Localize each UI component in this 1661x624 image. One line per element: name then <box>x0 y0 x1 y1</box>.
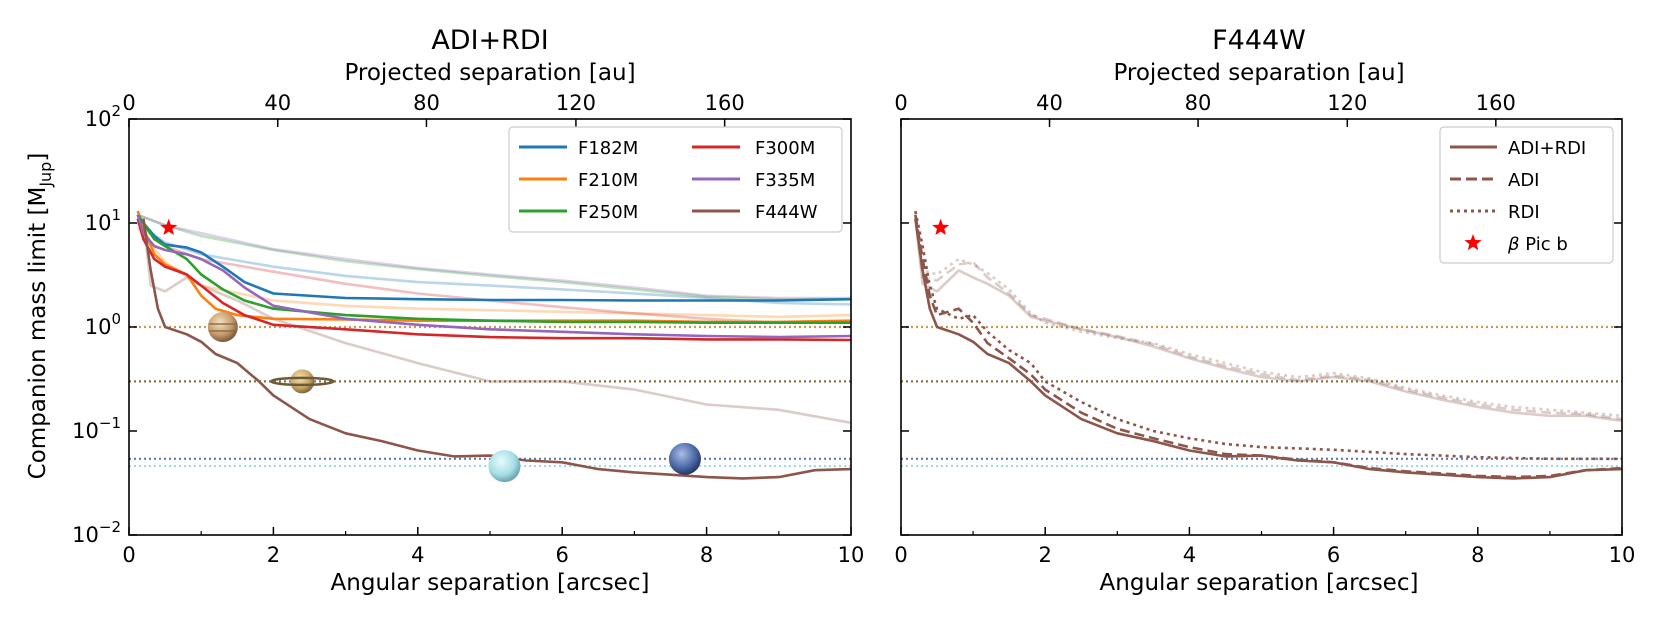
top-tick-label: 40 <box>264 91 291 115</box>
x-tick-label: 4 <box>411 543 424 567</box>
reference-lines <box>129 325 851 468</box>
x-tick-label: 10 <box>838 543 865 567</box>
x-ticks: 0 2 4 6 8 10 <box>122 527 864 567</box>
faint-curves <box>136 213 852 425</box>
legend-label-adi: ADI <box>1508 170 1539 191</box>
curve-f182m-faint <box>136 221 852 306</box>
legend: F182M F210M F250M F300M F335M F444W <box>508 126 843 233</box>
jupiter-band <box>208 323 237 332</box>
top-axis-label: Projected separation [au] <box>1113 60 1404 86</box>
top-tick-label: 0 <box>122 91 135 115</box>
x-tick-label: 8 <box>1471 543 1484 567</box>
curves <box>914 210 1623 480</box>
beta-pic-b-star-icon <box>160 218 178 235</box>
top-ticks: 0 40 80 120 160 <box>894 91 1516 127</box>
curve-f444w <box>142 218 852 480</box>
x-tick-label: 2 <box>267 543 280 567</box>
x-tick-label: 6 <box>1327 543 1340 567</box>
x-tick-label: 6 <box>556 543 569 567</box>
legend-label-beta-pic-b: β Pic b <box>1507 234 1568 255</box>
legend-label-rdi: RDI <box>1508 202 1540 223</box>
x-axis-label: Angular separation [arcsec] <box>331 570 650 596</box>
x-tick-label: 0 <box>894 543 907 567</box>
curve-f335m-faint <box>137 213 851 300</box>
top-tick-label: 0 <box>894 91 907 115</box>
x-tick-label: 10 <box>1609 543 1636 567</box>
curve-f444w-faint <box>142 218 852 425</box>
curve-adi-rdi <box>914 218 1623 480</box>
curve-f335m <box>136 214 852 339</box>
legend-label-f182m: F182M <box>578 138 638 159</box>
beta-pic-b-star-icon <box>932 218 950 235</box>
top-tick-label: 80 <box>1185 91 1212 115</box>
legend-label-f210m: F210M <box>578 170 638 191</box>
legend-label-f335m: F335M <box>755 170 815 191</box>
panel-f444w: F444W Projected separation [au] Angular … <box>894 25 1635 596</box>
curve-rdi-faint <box>914 210 1623 418</box>
x-tick-label: 0 <box>122 543 135 567</box>
legend-star-icon <box>1464 234 1482 251</box>
curve-adi-faint <box>914 214 1623 421</box>
curve-f300m <box>136 218 852 342</box>
y-tick-label: 102 <box>85 102 121 131</box>
saturn-ring <box>270 376 335 387</box>
top-tick-label: 40 <box>1036 91 1063 115</box>
panel-adi-rdi: ADI+RDI Projected separation [au] Angula… <box>25 25 864 596</box>
curves <box>136 210 852 480</box>
y-tick-label: 100 <box>85 310 121 339</box>
curve-f300m-faint <box>136 222 851 324</box>
legend-label-adi-rdi: ADI+RDI <box>1508 138 1586 159</box>
legend: ADI+RDI ADI RDI β Pic b <box>1439 126 1614 264</box>
curve-rdi <box>914 210 1622 461</box>
y-axis-label: Companion mass limit [MJup] <box>25 153 55 480</box>
x-tick-label: 8 <box>700 543 713 567</box>
x-tick-label: 4 <box>1183 543 1196 567</box>
top-tick-label: 160 <box>1476 91 1516 115</box>
jupiter-icon <box>207 312 238 342</box>
legend-box <box>1439 126 1614 264</box>
y-ticks: 10−2 10−1 100 101 102 <box>72 102 851 547</box>
saturn-icon <box>270 369 335 394</box>
panel-title: F444W <box>1212 25 1306 56</box>
faint-curves <box>914 210 1623 423</box>
panel-title: ADI+RDI <box>431 25 548 56</box>
x-ticks: 0 2 4 6 8 10 <box>894 527 1635 567</box>
legend-label-f250m: F250M <box>578 202 638 223</box>
top-tick-label: 160 <box>705 91 745 115</box>
x-tick-label: 2 <box>1039 543 1052 567</box>
y-tick-label: 10−2 <box>72 518 121 547</box>
y-tick-label: 10−1 <box>72 414 121 443</box>
curve-adi-rdi-faint <box>914 218 1623 423</box>
legend-box <box>508 126 843 233</box>
legend-label-f300m: F300M <box>755 138 815 159</box>
curve-f250m <box>136 214 851 324</box>
y-tick-label: 101 <box>85 206 121 235</box>
top-axis-label: Projected separation [au] <box>344 60 635 86</box>
x-axis-label: Angular separation [arcsec] <box>1100 570 1419 596</box>
uranus-icon <box>488 450 521 483</box>
legend-label-f444w: F444W <box>755 202 818 223</box>
curve-f182m <box>136 214 852 302</box>
curve-adi <box>914 214 1623 479</box>
y-ticks <box>901 118 1622 536</box>
reference-lines <box>901 325 1622 468</box>
planet-markers <box>207 312 701 483</box>
top-tick-label: 120 <box>556 91 596 115</box>
top-tick-label: 120 <box>1327 91 1367 115</box>
neptune-icon <box>668 442 701 475</box>
top-ticks: 0 40 80 120 160 <box>122 91 745 127</box>
curve-f250m-faint <box>137 213 851 301</box>
top-tick-label: 80 <box>413 91 440 115</box>
